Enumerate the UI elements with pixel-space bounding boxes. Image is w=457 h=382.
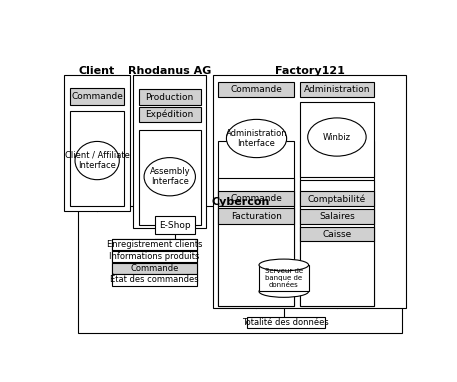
Bar [69, 110, 124, 206]
Text: Informations produits: Informations produits [109, 252, 200, 261]
Text: Totalité des données: Totalité des données [242, 318, 329, 327]
Text: Client: Client [79, 66, 115, 76]
Text: Winbiz: Winbiz [323, 133, 351, 141]
Text: Commande: Commande [71, 92, 123, 101]
Text: Production: Production [145, 92, 194, 102]
Bar [300, 191, 374, 206]
Bar [300, 102, 374, 177]
Text: Client / Affiliate
Interface: Client / Affiliate Interface [65, 151, 130, 170]
Text: Expédition: Expédition [145, 110, 194, 120]
Ellipse shape [226, 119, 287, 158]
Bar [218, 191, 294, 206]
Text: Assembly
Interface: Assembly Interface [149, 167, 190, 186]
Text: Cybercon: Cybercon [211, 197, 270, 207]
Bar [64, 75, 130, 210]
Bar [300, 209, 374, 224]
Bar [112, 262, 197, 274]
Text: Facturation: Facturation [231, 212, 282, 221]
Text: État des commandes: État des commandes [110, 275, 199, 285]
Text: Serveur de
banque de
données: Serveur de banque de données [265, 268, 303, 288]
Ellipse shape [259, 259, 308, 271]
Text: E-Shop: E-Shop [159, 221, 191, 230]
Bar [79, 206, 403, 333]
Bar [133, 75, 206, 228]
Text: Enregistrement clients: Enregistrement clients [107, 240, 202, 249]
Text: Caisse: Caisse [322, 230, 351, 239]
Ellipse shape [259, 286, 308, 297]
Bar [300, 227, 374, 241]
Text: Salaires: Salaires [319, 212, 355, 221]
Bar [112, 239, 197, 250]
Bar [259, 265, 308, 291]
Text: Commande: Commande [230, 194, 282, 203]
Bar [112, 251, 197, 262]
Bar [300, 141, 374, 306]
Bar [69, 89, 124, 105]
Bar [247, 317, 324, 328]
Bar [300, 180, 374, 306]
Bar [218, 178, 294, 306]
Bar [138, 129, 201, 225]
Text: Rhodanus AG: Rhodanus AG [128, 66, 211, 76]
Ellipse shape [308, 118, 366, 156]
Bar [218, 82, 294, 97]
Bar [154, 217, 195, 234]
Bar [300, 82, 374, 97]
Text: Administration: Administration [303, 85, 370, 94]
Ellipse shape [144, 158, 196, 196]
Bar [138, 107, 201, 122]
Text: Comptabilité: Comptabilité [308, 194, 366, 204]
Text: Commande: Commande [230, 85, 282, 94]
Bar [138, 89, 201, 105]
Text: Factory121: Factory121 [275, 66, 345, 76]
Bar [213, 75, 406, 308]
Text: Commande: Commande [130, 264, 179, 273]
Text: Administration
Interface: Administration Interface [226, 129, 287, 148]
Bar [218, 141, 294, 306]
Ellipse shape [75, 141, 119, 180]
Bar [218, 209, 294, 224]
Bar [112, 274, 197, 286]
Bar [112, 238, 197, 284]
